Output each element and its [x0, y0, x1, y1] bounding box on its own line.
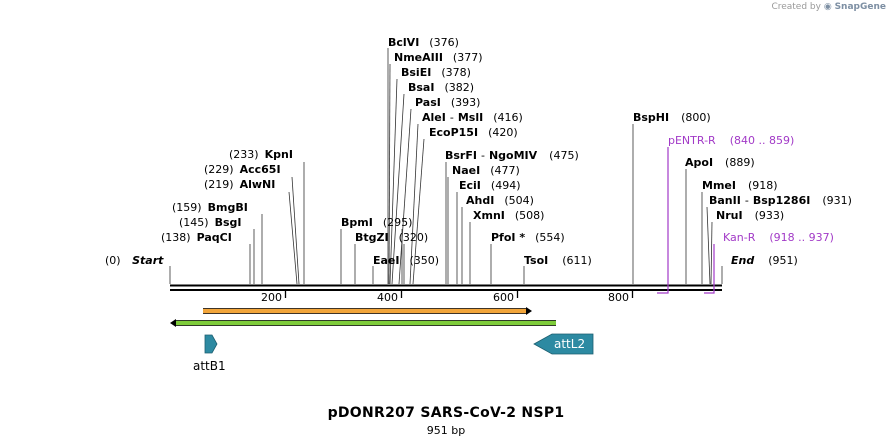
- enzyme-site-mmei[interactable]: MmeI (918): [702, 179, 778, 192]
- pentr-r-primer-mark: [657, 147, 669, 294]
- primer-pentr-r[interactable]: pENTR-R (840 .. 859): [668, 134, 794, 147]
- attl2-label: attL2: [554, 337, 585, 351]
- snapgene-logo-icon: ◉: [823, 2, 832, 12]
- sequence-backbone: [170, 284, 722, 291]
- enzyme-site-paqci[interactable]: (138) PaqCI: [161, 231, 232, 244]
- credit-brand: SnapGene: [834, 2, 886, 12]
- attb1-label: attB1: [193, 359, 226, 373]
- enzyme-site-xmni[interactable]: XmnI (508): [473, 209, 544, 222]
- enzyme-site-acc65i[interactable]: (229) Acc65I: [204, 163, 281, 176]
- orf-orange-arrow: [203, 307, 532, 315]
- enzyme-site-ecii[interactable]: EciI (494): [459, 179, 521, 192]
- enzyme-site-btgzi[interactable]: BtgZI (320): [355, 231, 428, 244]
- enzyme-site-ecop15i[interactable]: EcoP15I (420): [429, 126, 518, 139]
- features: attB1 attL2: [193, 333, 594, 373]
- ruler-label: 600: [493, 291, 514, 304]
- orfs: [170, 307, 556, 327]
- start-label: (0) Start: [105, 254, 164, 267]
- enzyme-site-bsphi[interactable]: BspHI (800): [633, 111, 711, 124]
- snapgene-credit: Created by ◉ SnapGene: [771, 2, 886, 12]
- enzyme-site-bsgi[interactable]: (145) BsgI: [179, 216, 242, 229]
- map-title: pDONR207 SARS-CoV-2 NSP1: [327, 405, 565, 421]
- enzyme-site-alwni[interactable]: (219) AlwNI: [204, 178, 275, 191]
- site-lines: [169, 48, 723, 285]
- enzyme-labels: (0) Start (138) PaqCI (145) BsgI (159) BmgB…: [105, 36, 852, 267]
- enzyme-site-pfoi[interactable]: PfoI * (554): [491, 231, 565, 244]
- attl2-feature-arrow[interactable]: [533, 333, 594, 355]
- ruler: 200 400 600 800: [261, 291, 634, 304]
- enzyme-site-tsoi[interactable]: TsoI (611): [524, 254, 592, 267]
- sequence-length: 951 bp: [426, 424, 466, 437]
- kan-r-primer-mark: [704, 244, 715, 294]
- enzyme-site-nrui[interactable]: NruI (933): [716, 209, 784, 222]
- enzyme-site-bclvi[interactable]: BclVI (376): [388, 36, 459, 49]
- ruler-label: 200: [261, 291, 282, 304]
- end-label: End (951): [731, 254, 798, 267]
- enzyme-site-alei-msli[interactable]: AleI - MslI (416): [422, 111, 523, 124]
- enzyme-site-pasi[interactable]: PasI (393): [415, 96, 480, 109]
- primer-marks: [657, 147, 715, 294]
- primer-labels: pENTR-R (840 .. 859) Kan-R (918 .. 937): [668, 134, 834, 244]
- credit-prefix: Created by: [771, 2, 821, 12]
- enzyme-site-bpmi[interactable]: BpmI (295): [341, 216, 412, 229]
- enzyme-site-bsiei[interactable]: BsiEI (378): [401, 66, 471, 79]
- ruler-label: 800: [608, 291, 629, 304]
- enzyme-site-bsai[interactable]: BsaI (382): [408, 81, 474, 94]
- attb1-feature-arrow[interactable]: [204, 334, 218, 354]
- enzyme-site-kpni[interactable]: (233) KpnI: [229, 148, 293, 161]
- enzyme-site-banii-bsp1286i[interactable]: BanII - Bsp1286I (931): [709, 194, 852, 207]
- enzyme-site-nmeaiii[interactable]: NmeAIII (377): [394, 51, 483, 64]
- enzyme-site-naei[interactable]: NaeI (477): [452, 164, 520, 177]
- enzyme-site-bsrfi-ngomiv[interactable]: BsrFI - NgoMIV (475): [445, 149, 579, 162]
- ruler-label: 400: [377, 291, 398, 304]
- orf-green-arrow: [170, 319, 556, 327]
- enzyme-site-eaei[interactable]: EaeI (350): [373, 254, 439, 267]
- primer-kan-r[interactable]: Kan-R (918 .. 937): [723, 231, 834, 244]
- enzyme-site-bmgbi[interactable]: (159) BmgBI: [172, 201, 248, 214]
- enzyme-site-apoi[interactable]: ApoI (889): [685, 156, 755, 169]
- enzyme-site-ahdi[interactable]: AhdI (504): [466, 194, 534, 207]
